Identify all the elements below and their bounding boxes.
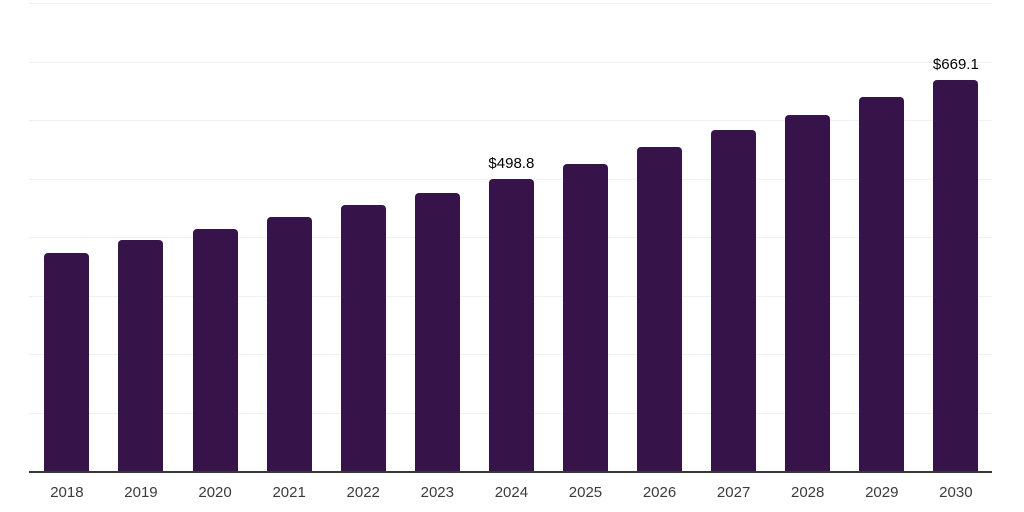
gridline-600: [29, 120, 992, 121]
x-tick-2019: 2019: [124, 484, 158, 501]
bar-2030: [933, 79, 979, 471]
value-label-2024: $498.8: [488, 155, 535, 173]
gridline-500: [29, 178, 992, 180]
x-axis: 2018 2019 2020 2021 2022 2023 2024 2025 2026 2027…: [29, 484, 992, 506]
value-label-2030: $669.1: [932, 55, 979, 73]
x-tick-2027: 2027: [716, 484, 751, 501]
x-tick-2022: 2022: [346, 484, 380, 501]
bar-2021: [266, 216, 312, 471]
gridline-700: [29, 61, 992, 63]
bar-2019: [118, 240, 164, 471]
x-tick-2025: 2025: [568, 484, 603, 501]
x-tick-2029: 2029: [865, 484, 899, 501]
gridline-800: [29, 3, 992, 4]
x-tick-2030: 2030: [939, 484, 973, 501]
bar-2025: [562, 163, 608, 471]
x-tick-2023: 2023: [420, 484, 454, 501]
bar-2024: [488, 179, 534, 471]
x-tick-2026: 2026: [642, 484, 677, 501]
bar-2022: [340, 204, 386, 471]
bar-2027: [711, 130, 757, 471]
bar-2023: [414, 192, 460, 471]
bar-2018: [44, 252, 90, 471]
bar-2029: [859, 97, 905, 471]
x-tick-2018: 2018: [50, 484, 84, 501]
x-tick-2021: 2021: [272, 484, 306, 501]
x-tick-2020: 2020: [198, 484, 232, 501]
x-tick-2028: 2028: [791, 484, 825, 501]
bar-2028: [785, 114, 831, 471]
bar-2020: [192, 228, 238, 471]
x-tick-2024: 2024: [494, 484, 529, 501]
bar-2026: [637, 147, 683, 471]
plot-area: $498.8 $669.1: [29, 3, 992, 473]
